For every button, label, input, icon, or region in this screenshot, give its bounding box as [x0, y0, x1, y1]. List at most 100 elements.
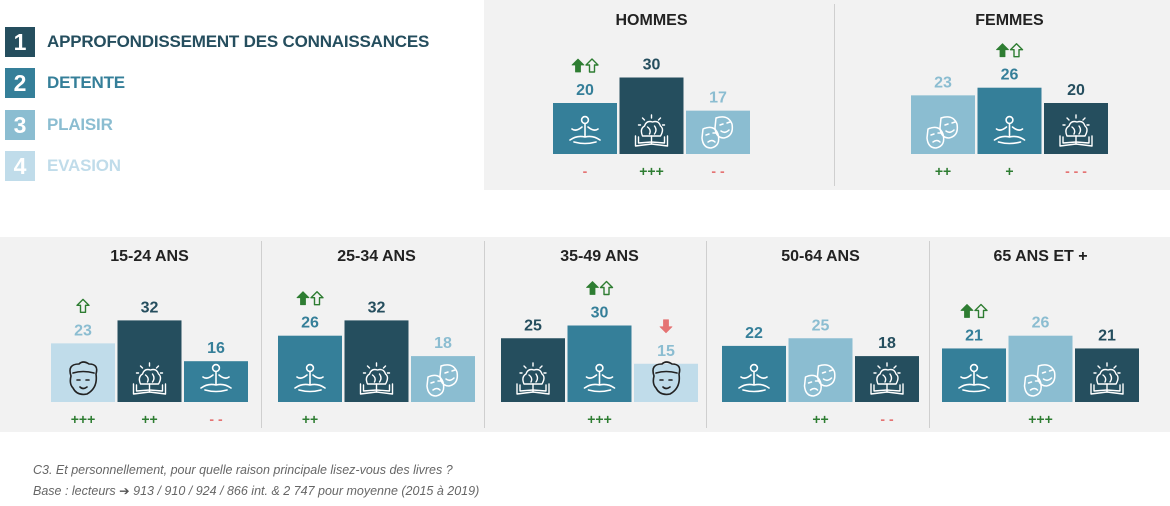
- bar: [1044, 103, 1108, 154]
- bar-value-label: 20: [576, 82, 594, 99]
- bar-value-label: 32: [141, 299, 159, 316]
- bar-value-label: 32: [368, 299, 386, 316]
- significance-label: +++: [639, 163, 664, 179]
- bar-value-label: 21: [1098, 327, 1116, 344]
- brain-book-icon: [516, 362, 550, 395]
- bar-value-label: 16: [207, 340, 225, 357]
- significance-label: - - -: [1065, 163, 1087, 179]
- legend-label: APPROFONDISSEMENT DES CONNAISSANCES: [47, 32, 430, 51]
- chart-femmes: FEMMES 23 ++ 26 +20 - - -: [911, 12, 1108, 179]
- bar-value-label: 20: [1067, 82, 1085, 99]
- chart-35-49: 35-49 ANS 25 30 +++ 15: [501, 248, 698, 427]
- chart-25-34: 25-34 ANS 26 ++ 32 18: [278, 248, 475, 427]
- significance-label: ++: [812, 411, 828, 427]
- theater-masks-icon: [926, 116, 959, 149]
- legend-number: 2: [5, 68, 35, 98]
- bar-value-label: 25: [524, 317, 542, 334]
- bar-value-label: 21: [965, 327, 983, 344]
- bar-value-label: 18: [434, 335, 452, 352]
- bar-value-label: 30: [643, 57, 661, 74]
- brain-book-icon: [132, 362, 167, 395]
- significance-label: - -: [880, 411, 894, 427]
- legend-label: DETENTE: [47, 73, 125, 92]
- bar: [1075, 348, 1139, 402]
- meditation-icon: [993, 115, 1026, 145]
- right-arrow-icon: ➔: [119, 484, 130, 498]
- chart-hommes: HOMMES 20 - 30 +++ 17 - -: [553, 12, 750, 179]
- significance-label: ++: [935, 163, 951, 179]
- chart-65-plus: 65 ANS ET + 21 26 +++ 21: [942, 248, 1139, 427]
- meditation-icon: [958, 363, 990, 393]
- chart-title: 15-24 ANS: [110, 248, 189, 265]
- legend-item-1: 1 APPROFONDISSEMENT DES CONNAISSANCES: [5, 27, 429, 57]
- bar: [411, 356, 475, 402]
- bar: [567, 325, 632, 402]
- bar-value-label: 22: [745, 325, 763, 342]
- panel-divider: [261, 241, 262, 428]
- theater-masks-icon: [426, 364, 459, 397]
- significance-label: ++: [141, 411, 157, 427]
- significance-label: - -: [209, 411, 223, 427]
- panel-divider: [929, 241, 930, 428]
- dreaming-head-icon: [652, 361, 681, 396]
- arrow-up-outline-icon: [76, 298, 90, 314]
- meditation-icon: [200, 363, 232, 393]
- bar-value-label: 23: [934, 74, 952, 91]
- legend-item-2: 2 DETENTE: [5, 68, 125, 98]
- footnote-question: C3. Et personnellement, pour quelle rais…: [33, 463, 453, 477]
- theater-masks-icon: [803, 364, 836, 397]
- brain-book-icon: [1090, 362, 1124, 395]
- gender-panel: [484, 0, 1170, 190]
- theater-masks-icon: [701, 116, 734, 149]
- bar-value-label: 30: [591, 305, 609, 322]
- chart-title: 50-64 ANS: [781, 248, 860, 265]
- footnote-base-values: 913 / 910 / 924 / 866 int. & 2 747 pour …: [133, 484, 480, 498]
- meditation-icon: [583, 363, 616, 393]
- legend-item-3: 3 PLAISIR: [5, 110, 113, 140]
- significance-label: +++: [71, 411, 96, 427]
- brain-book-icon: [634, 114, 669, 147]
- legend-label: PLAISIR: [47, 115, 113, 134]
- brain-book-icon: [359, 362, 394, 395]
- significance-label: +++: [1028, 411, 1053, 427]
- significance-label: -: [583, 163, 588, 179]
- arrow-up-outline-icon: [974, 303, 988, 319]
- bar: [634, 363, 698, 402]
- bar-value-label: 23: [74, 322, 92, 339]
- bar-value-label: 15: [657, 343, 675, 360]
- arrow-up-filled-icon: [586, 281, 599, 295]
- meditation-icon: [738, 363, 770, 393]
- chart-50-64: 50-64 ANS 22 25 ++ 18 - -: [722, 248, 919, 427]
- bar-value-label: 17: [709, 90, 727, 107]
- chart-title: 65 ANS ET +: [993, 248, 1087, 265]
- bar-value-label: 25: [812, 317, 830, 334]
- significance-label: +++: [587, 411, 612, 427]
- bar-value-label: 26: [1032, 315, 1050, 332]
- legend-item-4: 4 EVASION: [5, 151, 121, 181]
- significance-label: - -: [711, 163, 725, 179]
- arrow-up-outline-icon: [1009, 43, 1024, 58]
- panel-divider: [484, 241, 485, 428]
- chart-title: FEMMES: [975, 12, 1044, 29]
- footnote-base-label: Base : lecteurs: [33, 484, 116, 498]
- arrow-up-outline-icon: [599, 280, 614, 296]
- arrow-up-outline-icon: [310, 291, 324, 306]
- legend-number: 4: [5, 151, 35, 181]
- bar: [911, 95, 975, 154]
- arrow-up-filled-icon: [296, 291, 310, 306]
- brain-book-icon: [1059, 114, 1093, 147]
- chart-title: HOMMES: [616, 12, 688, 29]
- chart-title: 25-34 ANS: [337, 248, 416, 265]
- footnote-base: Base : lecteurs ➔ 913 / 910 / 924 / 866 …: [33, 483, 479, 498]
- arrow-up-outline-icon: [585, 58, 599, 73]
- significance-label: +: [1005, 163, 1013, 179]
- chart-15-24: 15-24 ANS 23 +++ 32 ++ 16 - -: [51, 248, 248, 427]
- bar-value-label: 18: [878, 335, 896, 352]
- bar: [51, 343, 115, 402]
- bar-value-label: 26: [301, 315, 319, 332]
- panel-divider: [706, 241, 707, 428]
- brain-book-icon: [870, 362, 904, 395]
- significance-label: ++: [302, 411, 318, 427]
- theater-masks-icon: [1023, 364, 1056, 397]
- bar-value-label: 26: [1001, 67, 1019, 84]
